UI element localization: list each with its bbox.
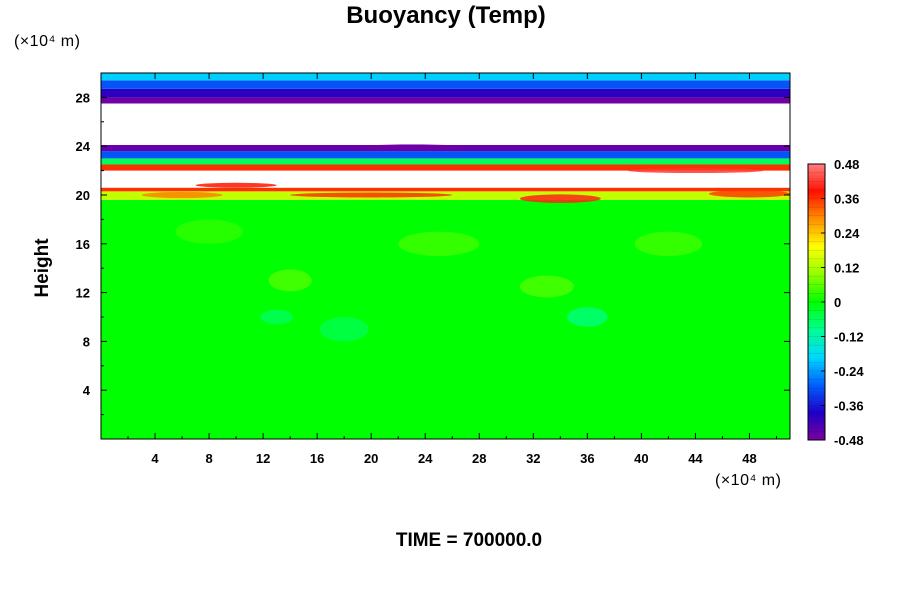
plot-frame	[100, 72, 791, 440]
heatmap-band	[101, 164, 790, 171]
heatmap-cell	[567, 307, 608, 327]
heatmap-cell	[175, 219, 243, 244]
heatmap-cell	[141, 191, 223, 199]
heatmap-cell	[290, 192, 453, 198]
x-tick-label: 24	[418, 451, 433, 466]
colorbar-tick-label: 0.12	[834, 261, 859, 276]
heatmap-band	[101, 80, 790, 89]
heatmap-band	[101, 158, 790, 165]
x-tick-label: 32	[526, 451, 540, 466]
heatmap-cell	[195, 182, 277, 188]
heatmap-band	[101, 73, 790, 81]
y-axis-unit: (×10⁴ m)	[14, 33, 81, 50]
heatmap-band	[101, 187, 790, 192]
x-tick-label: 20	[364, 451, 378, 466]
colorbar-tick-label: 0.36	[834, 192, 859, 207]
heatmap-band	[101, 103, 790, 145]
y-tick-label: 24	[76, 139, 91, 154]
heatmap-cell	[627, 168, 763, 174]
y-tick-label: 12	[76, 286, 90, 301]
colorbar-tick-label: -0.12	[834, 330, 864, 345]
x-tick-label: 16	[310, 451, 324, 466]
colorbar-tick-label: -0.36	[834, 399, 864, 414]
chart-title: Buoyancy (Temp)	[346, 2, 546, 29]
heatmap-cell	[519, 275, 574, 298]
heatmap-cell	[634, 231, 703, 256]
heatmap-bands	[101, 73, 790, 439]
x-tick-label: 40	[634, 451, 648, 466]
heatmap-band	[101, 170, 790, 188]
colorbar-tick-label: -0.24	[834, 364, 864, 379]
x-tick-label: 48	[742, 451, 756, 466]
heatmap-cell	[268, 269, 312, 292]
colorbar-tick-label: -0.48	[834, 433, 864, 448]
x-tick-label: 4	[151, 451, 159, 466]
y-axis-ticks: 4 8 12 16 20 24 28	[76, 90, 790, 416]
x-tick-label: 12	[256, 451, 270, 466]
colorbar-tick-label: 0.48	[834, 157, 859, 172]
heatmap-band	[101, 97, 790, 104]
y-tick-label: 20	[76, 188, 90, 203]
x-axis-ticks: 4 8 12 16 20 24 28 32 36 40 44 48	[127, 73, 777, 466]
y-tick-label: 8	[83, 334, 90, 349]
y-tick-label: 4	[83, 383, 91, 398]
heatmap-cell	[519, 194, 601, 203]
x-axis-unit: (×10⁴ m)	[715, 472, 782, 489]
y-tick-label: 28	[76, 90, 90, 105]
heatmap-band	[101, 88, 790, 98]
colorbar-tick-label: 0	[834, 295, 841, 310]
heatmap-cell	[319, 317, 369, 342]
x-tick-label: 8	[205, 451, 212, 466]
colorbar-ticks: 0.48 0.36 0.24 0.12 0 -0.12 -0.24 -0.36 -0.48	[808, 157, 864, 448]
x-tick-label: 28	[472, 451, 486, 466]
colorbar-tick-label: 0.24	[834, 226, 860, 241]
heatmap-texture	[141, 144, 790, 342]
x-tick-label: 36	[580, 451, 594, 466]
time-label: TIME = 700000.0	[395, 530, 543, 551]
y-tick-label: 16	[76, 237, 90, 252]
heatmap-cell	[260, 309, 293, 325]
heatmap-cell	[398, 231, 480, 256]
heatmap-cell	[708, 190, 790, 198]
heatmap-cell	[357, 144, 466, 151]
heatmap-band	[101, 151, 790, 159]
x-tick-label: 44	[688, 451, 703, 466]
